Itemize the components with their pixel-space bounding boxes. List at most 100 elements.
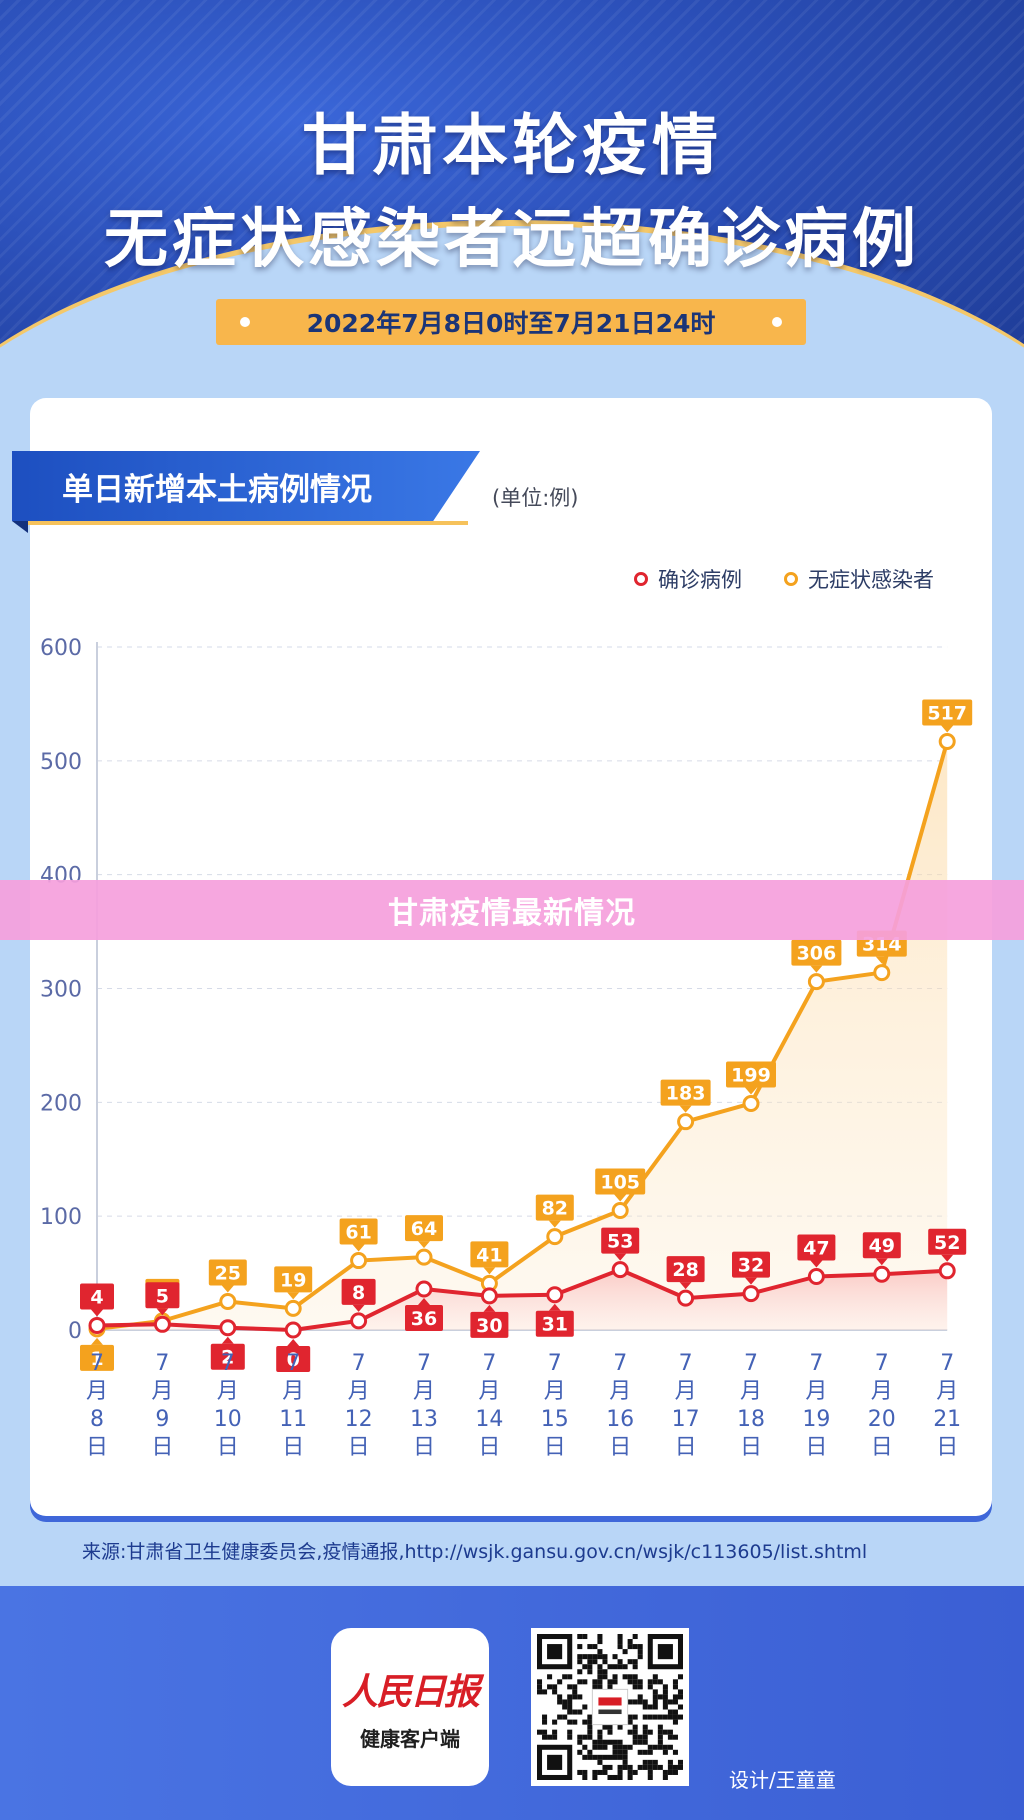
asymptomatic-data-label: 25 bbox=[215, 1263, 241, 1285]
x-tick-label: 7 月 14 日 bbox=[475, 1351, 503, 1460]
asymptomatic-badge-pointer bbox=[679, 1105, 692, 1113]
confirmed-badge bbox=[862, 1232, 901, 1259]
asymptomatic-data-label: 1 bbox=[90, 1348, 103, 1370]
logo-name: 人民日报 bbox=[341, 1670, 480, 1713]
confirmed-point bbox=[677, 1289, 695, 1307]
asymptomatic-point bbox=[546, 1228, 564, 1246]
confirmed-point bbox=[415, 1280, 433, 1298]
qr-code[interactable] bbox=[531, 1628, 689, 1786]
asymptomatic-badge-pointer bbox=[352, 1244, 365, 1252]
asymptomatic-badge-pointer bbox=[745, 1087, 757, 1095]
confirmed-badge bbox=[732, 1251, 770, 1278]
headline-line2: 无症状感染者远超确诊病例 bbox=[104, 203, 920, 277]
app-logo[interactable]: 人民日报 健康客户端 bbox=[331, 1628, 489, 1786]
confirmed-badge-pointer bbox=[352, 1304, 365, 1312]
confirmed-badge bbox=[80, 1283, 114, 1310]
legend-label-asymptomatic: 无症状感染者 bbox=[808, 568, 934, 592]
x-tick-label: 7 月 16 日 bbox=[606, 1351, 634, 1460]
asymptomatic-point bbox=[742, 1094, 760, 1112]
confirmed-badge-pointer bbox=[156, 1308, 169, 1316]
confirmed-badge-pointer bbox=[221, 1336, 234, 1344]
confirmed-badge-pointer bbox=[810, 1260, 823, 1268]
designer-credit: 设计/王童童 bbox=[729, 1768, 836, 1792]
footer bbox=[0, 1586, 1024, 1820]
asymptomatic-data-label: 61 bbox=[345, 1222, 371, 1244]
asymptomatic-data-label: 517 bbox=[927, 702, 967, 724]
date-range-badge: 2022年7月8日0时至7月21日24时 bbox=[216, 299, 806, 345]
confirmed-badge-pointer bbox=[91, 1309, 103, 1317]
confirmed-badge bbox=[145, 1282, 180, 1309]
line-chart: 0100200300400500600182519616441821051831… bbox=[40, 636, 973, 1460]
asymptomatic-badge bbox=[470, 1241, 509, 1268]
confirmed-point bbox=[742, 1285, 760, 1303]
badge-dot-left bbox=[240, 317, 250, 327]
confirmed-badge bbox=[210, 1343, 245, 1370]
asymptomatic-badge-pointer bbox=[418, 1241, 430, 1249]
x-tick-label: 7 月 19 日 bbox=[802, 1351, 830, 1460]
confirmed-badge bbox=[276, 1346, 311, 1372]
asymptomatic-badge-pointer bbox=[287, 1292, 300, 1300]
asymptomatic-badge-pointer bbox=[548, 1220, 561, 1228]
confirmed-badge-pointer bbox=[875, 1258, 888, 1266]
asymptomatic-data-label: 105 bbox=[600, 1171, 640, 1193]
confirmed-badge bbox=[535, 1310, 574, 1337]
y-tick-label: 600 bbox=[40, 636, 82, 661]
x-tick-label: 7 月 21 日 bbox=[933, 1351, 961, 1460]
asymptomatic-data-label: 19 bbox=[280, 1269, 306, 1291]
legend-label-confirmed: 确诊病例 bbox=[658, 568, 742, 592]
confirmed-badge bbox=[470, 1311, 509, 1338]
asymptomatic-badge-pointer bbox=[91, 1337, 103, 1345]
asymptomatic-data-label: 82 bbox=[542, 1198, 568, 1220]
confirmed-point bbox=[873, 1265, 891, 1283]
unit-label: (单位:例) bbox=[492, 486, 579, 510]
asymptomatic-badge bbox=[274, 1266, 313, 1293]
asymptomatic-badge bbox=[922, 699, 973, 726]
x-tick-label: 7 月 10 日 bbox=[214, 1351, 242, 1460]
confirmed-badge-pointer bbox=[614, 1253, 627, 1261]
x-tick-label: 7 月 18 日 bbox=[737, 1351, 765, 1460]
legend-item-asymptomatic: 无症状感染者 bbox=[784, 564, 934, 594]
confirmed-point bbox=[480, 1287, 498, 1305]
confirmed-data-label: 32 bbox=[738, 1255, 764, 1277]
confirmed-point bbox=[938, 1262, 956, 1280]
header-banner: 甘肃本轮疫情 无症状感染者远超确诊病例 2022年7月8日0时至7月21日24时 bbox=[0, 0, 1024, 400]
legend-marker-asymptomatic bbox=[784, 572, 798, 586]
section-title: 单日新增本土病例情况 bbox=[62, 471, 372, 508]
asymptomatic-badge bbox=[660, 1079, 711, 1106]
confirmed-data-label: 53 bbox=[607, 1231, 633, 1253]
confirmed-badge bbox=[601, 1227, 640, 1254]
asymptomatic-badge bbox=[208, 1259, 247, 1286]
section-underline bbox=[28, 521, 468, 525]
asymptomatic-point bbox=[873, 964, 891, 982]
asymptomatic-badge bbox=[595, 1168, 646, 1195]
x-tick-label: 7 月 20 日 bbox=[868, 1351, 896, 1460]
asymptomatic-data-label: 64 bbox=[411, 1218, 437, 1240]
x-tick-label: 7 月 13 日 bbox=[410, 1351, 438, 1460]
legend-item-confirmed: 确诊病例 bbox=[634, 564, 742, 594]
x-tick-label: 7 月 15 日 bbox=[541, 1351, 569, 1460]
confirmed-data-label: 36 bbox=[411, 1308, 437, 1330]
headline-line1: 甘肃本轮疫情 bbox=[302, 107, 722, 184]
confirmed-badge bbox=[797, 1234, 836, 1261]
y-tick-label: 300 bbox=[40, 978, 82, 1003]
confirmed-area bbox=[97, 1269, 948, 1330]
confirmed-badge-pointer bbox=[745, 1277, 757, 1285]
asymptomatic-data-label: 199 bbox=[731, 1064, 771, 1086]
confirmed-badge-pointer bbox=[483, 1304, 496, 1312]
confirmed-point bbox=[284, 1321, 302, 1339]
asymptomatic-point bbox=[350, 1252, 368, 1270]
confirmed-data-label: 2 bbox=[221, 1347, 234, 1369]
x-tick-label: 7 月 11 日 bbox=[279, 1351, 307, 1460]
asymptomatic-badge bbox=[535, 1194, 574, 1221]
date-range-text: 2022年7月8日0时至7月21日24时 bbox=[306, 309, 716, 338]
y-tick-label: 0 bbox=[68, 1319, 82, 1344]
confirmed-data-label: 47 bbox=[803, 1237, 829, 1259]
asymptomatic-badge-pointer bbox=[875, 956, 888, 964]
confirmed-badge-pointer bbox=[941, 1254, 954, 1262]
badge-dot-right bbox=[772, 317, 782, 327]
asymptomatic-data-label: 306 bbox=[797, 943, 837, 965]
qr-code-icon bbox=[537, 1634, 683, 1780]
confirmed-data-label: 5 bbox=[156, 1285, 169, 1307]
asymptomatic-badge bbox=[339, 1218, 378, 1245]
